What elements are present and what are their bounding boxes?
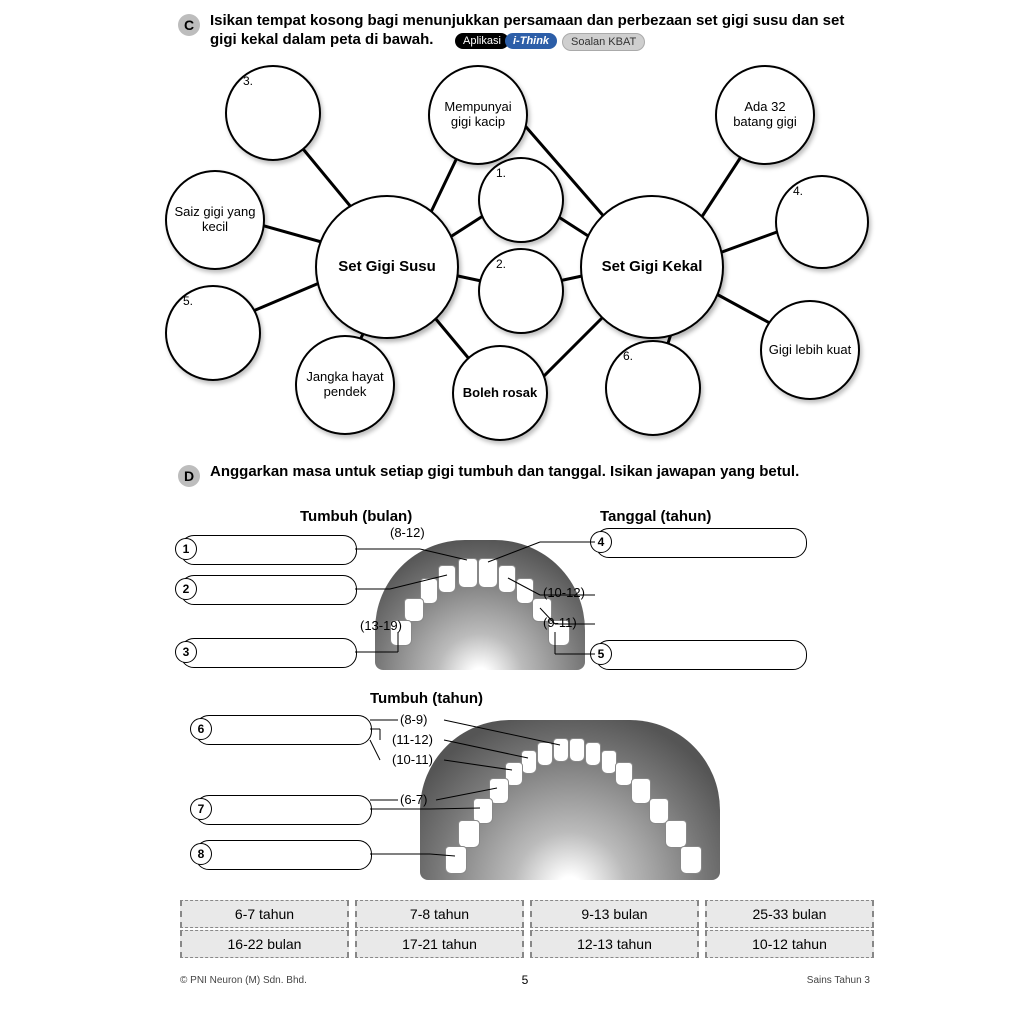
footer-right: Sains Tahun 3 bbox=[790, 975, 870, 986]
section-c-badge: C bbox=[178, 14, 200, 36]
bubble-ada32-label: Ada 32 batang gigi bbox=[717, 100, 813, 130]
answer-box-8[interactable] bbox=[195, 840, 372, 870]
bubble-3-num: 3. bbox=[237, 75, 259, 89]
answer-num-4: 4 bbox=[590, 531, 612, 553]
range-10-11: (10-11) bbox=[392, 752, 433, 767]
footer-page: 5 bbox=[505, 973, 545, 987]
answer-num-6: 6 bbox=[190, 718, 212, 740]
answer-box-2[interactable] bbox=[180, 575, 357, 605]
bubble-4[interactable]: 4. bbox=[775, 175, 869, 269]
chip-4[interactable]: 16-22 bulan bbox=[180, 930, 349, 958]
chip-2[interactable]: 9-13 bulan bbox=[530, 900, 699, 928]
bubble-5-num: 5. bbox=[177, 295, 199, 309]
bubble-kacip-label: Mempunyai gigi kacip bbox=[430, 100, 526, 130]
hub-set-gigi-susu: Set Gigi Susu bbox=[315, 195, 459, 339]
answer-box-7[interactable] bbox=[195, 795, 372, 825]
bubble-6[interactable]: 6. bbox=[605, 340, 701, 436]
bubble-5[interactable]: 5. bbox=[165, 285, 261, 381]
range-9-11: (9-11) bbox=[543, 615, 577, 630]
chip-3[interactable]: 25-33 bulan bbox=[705, 900, 874, 928]
range-10-12: (10-12) bbox=[543, 585, 585, 600]
bubble-rosak: Boleh rosak bbox=[452, 345, 548, 441]
answer-num-1: 1 bbox=[175, 538, 197, 560]
answer-num-5: 5 bbox=[590, 643, 612, 665]
section-d-badge: D bbox=[178, 465, 200, 487]
chip-0[interactable]: 6-7 tahun bbox=[180, 900, 349, 928]
bubble-jangka: Jangka hayat pendek bbox=[295, 335, 395, 435]
chip-5[interactable]: 17-21 tahun bbox=[355, 930, 524, 958]
header-tumbuh-tahun: Tumbuh (tahun) bbox=[370, 690, 483, 707]
bubble-3[interactable]: 3. bbox=[225, 65, 321, 161]
bubble-2-num: 2. bbox=[490, 258, 512, 272]
chip-6[interactable]: 12-13 tahun bbox=[530, 930, 699, 958]
chip-7[interactable]: 10-12 tahun bbox=[705, 930, 874, 958]
hub-left-label: Set Gigi Susu bbox=[338, 258, 436, 276]
hub-set-gigi-kekal: Set Gigi Kekal bbox=[580, 195, 724, 339]
bubble-kacip: Mempunyai gigi kacip bbox=[428, 65, 528, 165]
bubble-1-num: 1. bbox=[490, 167, 512, 181]
tag-kbat: Soalan KBAT bbox=[562, 33, 645, 51]
answer-box-6[interactable] bbox=[195, 715, 372, 745]
section-d-instruction: Anggarkan masa untuk setiap gigi tumbuh … bbox=[210, 463, 850, 482]
range-6-7: (6-7) bbox=[400, 792, 427, 807]
range-13-19: (13-19) bbox=[360, 618, 402, 633]
bubble-4-num: 4. bbox=[787, 185, 809, 199]
bubble-6-num: 6. bbox=[617, 350, 639, 364]
bubble-jangka-label: Jangka hayat pendek bbox=[297, 370, 393, 400]
tag-aplikasi: Aplikasi bbox=[455, 33, 509, 49]
footer-left: © PNI Neuron (M) Sdn. Bhd. bbox=[180, 975, 307, 986]
range-8-9: (8-9) bbox=[400, 712, 427, 727]
range-8-12: (8-12) bbox=[390, 525, 425, 540]
range-11-12: (11-12) bbox=[392, 732, 433, 747]
bubble-saiz-label: Saiz gigi yang kecil bbox=[167, 205, 263, 235]
answer-num-3: 3 bbox=[175, 641, 197, 663]
chip-1[interactable]: 7-8 tahun bbox=[355, 900, 524, 928]
answer-box-3[interactable] bbox=[180, 638, 357, 668]
header-tanggal: Tanggal (tahun) bbox=[600, 508, 711, 525]
answer-box-4[interactable] bbox=[595, 528, 807, 558]
bubble-2[interactable]: 2. bbox=[478, 248, 564, 334]
bubble-1[interactable]: 1. bbox=[478, 157, 564, 243]
answer-box-1[interactable] bbox=[180, 535, 357, 565]
bubble-kuat-label: Gigi lebih kuat bbox=[763, 343, 857, 358]
bubble-saiz: Saiz gigi yang kecil bbox=[165, 170, 265, 270]
bubble-rosak-label: Boleh rosak bbox=[457, 386, 543, 401]
answer-box-5[interactable] bbox=[595, 640, 807, 670]
hub-right-label: Set Gigi Kekal bbox=[602, 258, 703, 276]
header-tumbuh-bulan: Tumbuh (bulan) bbox=[300, 508, 412, 525]
tag-ithink: i-Think bbox=[505, 33, 557, 49]
bubble-ada32: Ada 32 batang gigi bbox=[715, 65, 815, 165]
answer-num-7: 7 bbox=[190, 798, 212, 820]
bubble-kuat: Gigi lebih kuat bbox=[760, 300, 860, 400]
answer-num-2: 2 bbox=[175, 578, 197, 600]
answer-num-8: 8 bbox=[190, 843, 212, 865]
